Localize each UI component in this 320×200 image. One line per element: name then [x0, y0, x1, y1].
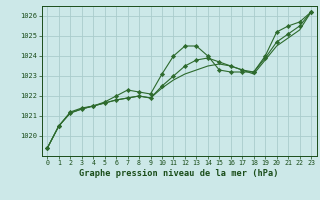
X-axis label: Graphe pression niveau de la mer (hPa): Graphe pression niveau de la mer (hPa): [79, 169, 279, 178]
